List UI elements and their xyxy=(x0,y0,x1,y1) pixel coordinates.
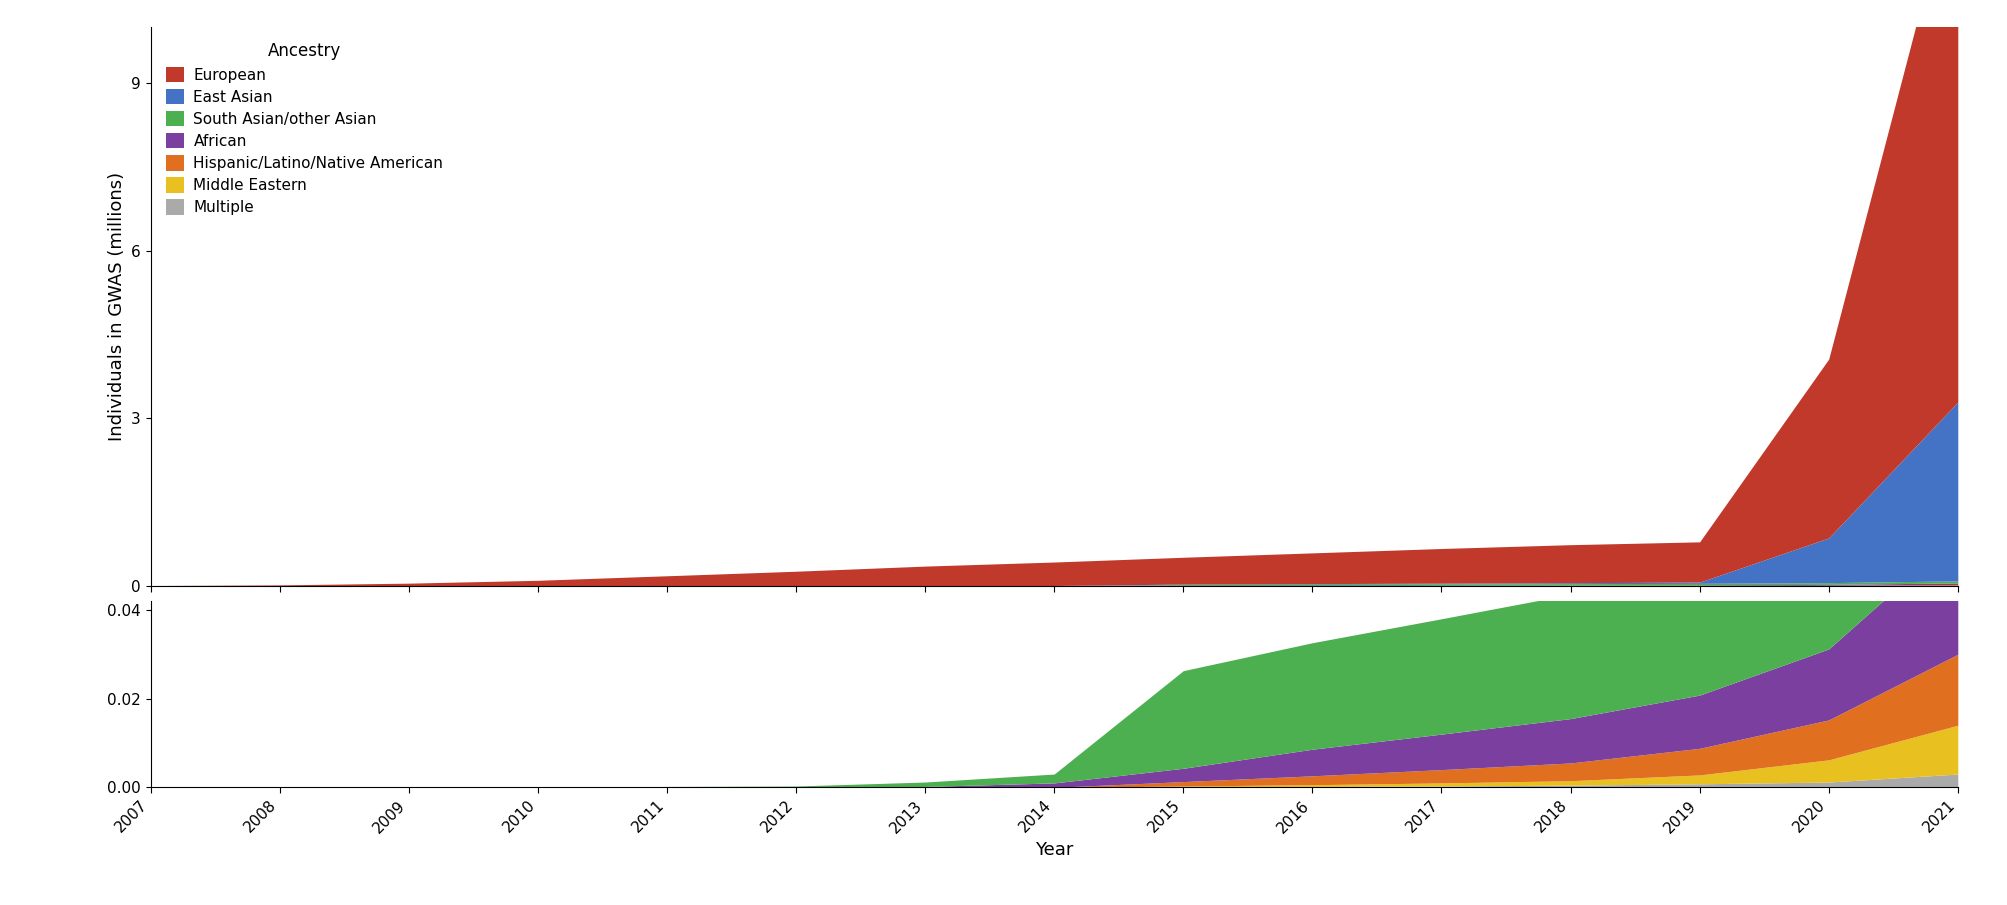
X-axis label: Year: Year xyxy=(1034,842,1074,859)
Legend: European, East Asian, South Asian/other Asian, African, Hispanic/Latino/Native A: European, East Asian, South Asian/other … xyxy=(159,34,452,223)
Y-axis label: Individuals in GWAS (millions): Individuals in GWAS (millions) xyxy=(108,172,126,442)
